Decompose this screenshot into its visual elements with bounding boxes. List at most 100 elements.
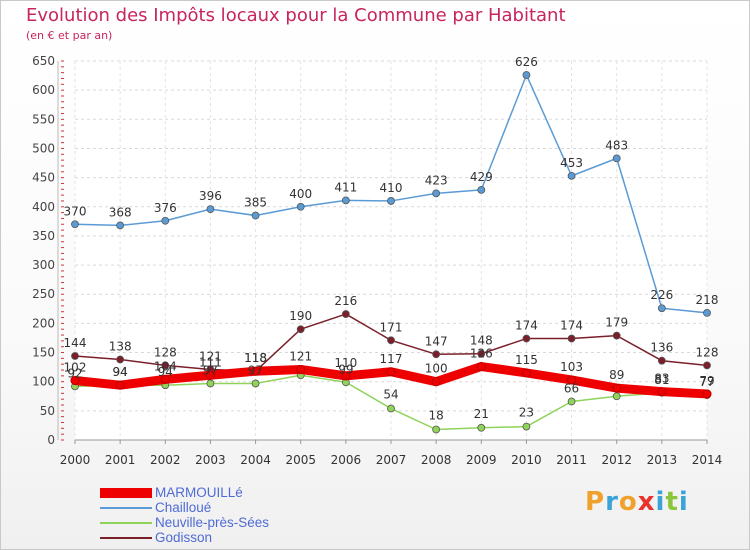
data-label-chailloue: 370 — [64, 204, 87, 218]
x-tick-label: 2002 — [150, 453, 181, 467]
data-point-chailloue — [71, 220, 79, 229]
x-tick-label: 2004 — [240, 453, 271, 467]
data-label-godisson: 174 — [560, 319, 583, 333]
data-label-godisson: 171 — [380, 320, 403, 334]
data-point-godisson — [116, 355, 125, 364]
data-label-marmouille: 126 — [470, 347, 493, 361]
data-point-marmouille — [160, 374, 170, 384]
data-point-chailloue — [477, 185, 486, 194]
chart-subtitle: (en € et par an) — [26, 29, 113, 42]
data-label-marmouille: 118 — [244, 351, 267, 365]
legend-label: Neuville-près-Sées — [155, 515, 270, 530]
y-tick-label: 100 — [32, 375, 55, 389]
data-point-marmouille — [386, 367, 396, 377]
data-point-chailloue — [387, 197, 395, 205]
data-point-marmouille — [522, 368, 531, 378]
data-label-godisson: 118 — [244, 351, 267, 365]
logo-letter: o — [618, 487, 638, 517]
y-tick-label: 500 — [32, 141, 55, 155]
logo-letter: i — [678, 487, 689, 517]
data-label-chailloue: 411 — [334, 180, 357, 194]
data-label-godisson: 144 — [64, 336, 87, 350]
logo-letter: t — [665, 487, 679, 517]
data-label-marmouille: 94 — [113, 365, 128, 379]
y-tick-label: 600 — [32, 83, 55, 97]
data-label-godisson: 128 — [696, 345, 719, 359]
data-point-chailloue — [296, 202, 305, 211]
data-label-neuville: 23 — [519, 406, 534, 420]
x-tick-label: 2011 — [556, 453, 587, 467]
data-point-godisson — [657, 356, 666, 365]
logo-letter: r — [605, 487, 619, 517]
x-tick-label: 2001 — [105, 453, 136, 467]
data-label-neuville: 99 — [338, 362, 353, 376]
data-label-marmouille: 121 — [289, 349, 312, 363]
data-label-godisson: 121 — [199, 349, 222, 363]
data-label-godisson: 179 — [605, 316, 628, 330]
legend-swatch — [100, 536, 152, 539]
legend-swatch — [100, 521, 152, 524]
data-point-chailloue — [206, 205, 215, 214]
data-label-godisson: 190 — [289, 309, 312, 323]
data-point-neuville — [477, 423, 486, 432]
legend-label: Chailloué — [155, 500, 212, 515]
y-tick-label: 50 — [40, 404, 55, 418]
x-tick-label: 2007 — [376, 453, 407, 467]
legend-label: MARMOUILLé — [155, 485, 243, 500]
y-tick-label: 250 — [32, 287, 55, 301]
data-label-neuville: 81 — [654, 373, 669, 387]
x-tick-label: 2006 — [331, 453, 362, 467]
data-label-chailloue: 410 — [380, 181, 403, 195]
data-point-marmouille — [115, 380, 125, 390]
data-label-chailloue: 368 — [109, 205, 132, 219]
data-point-marmouille — [251, 366, 260, 376]
data-label-neuville: 97 — [203, 363, 218, 377]
data-point-godisson — [387, 336, 395, 345]
legend-swatch — [100, 487, 152, 498]
data-point-marmouille — [206, 370, 215, 380]
data-label-chailloue: 226 — [650, 288, 673, 302]
data-point-chailloue — [251, 211, 260, 220]
legend-label: Godisson — [155, 530, 213, 545]
data-label-marmouille: 111 — [199, 355, 222, 369]
logo-letter: P — [585, 487, 606, 517]
y-tick-label: 350 — [32, 229, 55, 243]
data-point-neuville — [432, 425, 441, 434]
y-tick-label: 400 — [32, 200, 55, 214]
data-point-godisson — [341, 310, 350, 318]
data-point-chailloue — [612, 154, 621, 163]
data-point-godisson — [612, 331, 621, 340]
y-tick-label: 450 — [32, 171, 55, 185]
legend-item-chailloue: Chailloué — [100, 500, 340, 515]
data-label-marmouille: 110 — [334, 356, 357, 370]
x-tick-label: 2009 — [466, 453, 497, 467]
data-label-neuville: 97 — [248, 363, 263, 377]
data-point-godisson — [522, 334, 531, 343]
data-point-chailloue — [703, 308, 711, 317]
data-point-neuville — [387, 404, 395, 413]
series — [70, 71, 712, 434]
logo-letter: x — [637, 487, 656, 517]
data-label-marmouille: 79 — [699, 374, 714, 388]
y-tick-label: 150 — [32, 346, 55, 360]
data-point-marmouille — [296, 365, 306, 374]
data-label-chailloue: 483 — [605, 138, 628, 152]
data-point-marmouille — [70, 376, 80, 385]
data-point-chailloue — [116, 221, 125, 230]
data-label-marmouille: 117 — [380, 352, 403, 366]
data-point-chailloue — [161, 216, 170, 225]
axes: 0 50 100 150 200 250 300 350 400 450 500 550 600 650 2… — [32, 54, 722, 467]
data-label-chailloue: 376 — [154, 201, 177, 215]
data-point-marmouille — [612, 383, 622, 393]
data-point-marmouille — [431, 377, 441, 387]
data-label-marmouille: 103 — [560, 360, 583, 374]
data-point-chailloue — [341, 196, 350, 205]
data-point-marmouille — [341, 371, 351, 381]
data-label-chailloue: 400 — [289, 187, 312, 201]
data-label-godisson: 216 — [334, 294, 357, 308]
data-point-chailloue — [567, 171, 576, 180]
data-label-marmouille: 89 — [609, 368, 624, 382]
data-label-godisson: 174 — [515, 319, 538, 333]
data-point-godisson — [477, 349, 486, 358]
